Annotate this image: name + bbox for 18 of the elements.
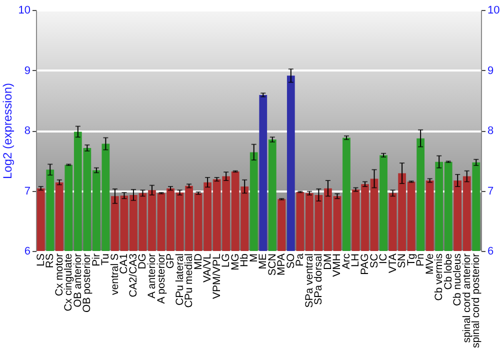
y2-tick-label: 10 [488,4,500,16]
x-tick-label: Cb lobe [442,253,454,290]
y2-tick-label: 7 [488,185,494,198]
y-axis-title: Log2 (expression) [0,82,14,180]
y-tick-label: 10 [18,4,30,16]
y2-tick-label: 6 [488,246,494,258]
x-tick-label: spinal cord posterior [470,252,482,348]
x-tick-label: A posterior [155,253,168,304]
x-tick-label: GP [164,254,177,269]
x-tick-label: LS [34,254,47,266]
y2-tick-label: 9 [488,64,494,77]
x-tick-label: LH [350,254,362,267]
y-tick-label: 8 [24,125,30,137]
y-tick-label: 7 [24,185,30,198]
x-tick-label: LG [220,254,232,268]
y2-tick-label: 8 [488,125,494,137]
y-tick-label: 9 [24,64,30,77]
y-tick-label: 6 [24,246,30,258]
